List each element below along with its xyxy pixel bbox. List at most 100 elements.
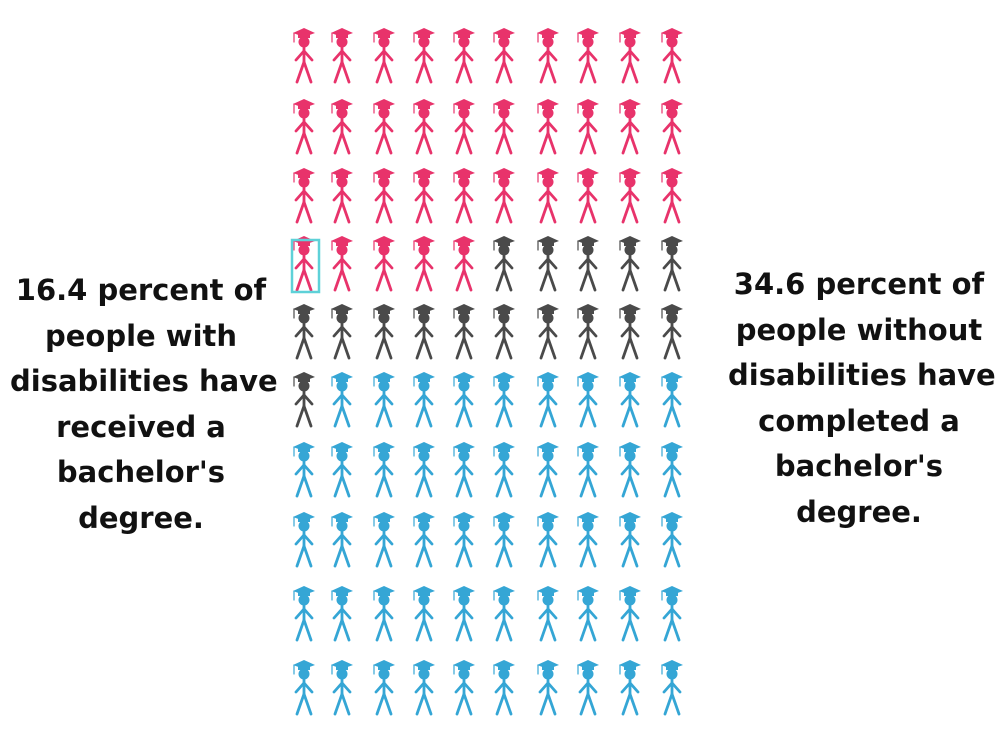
graduate-figure-15	[453, 99, 475, 155]
caption-right-line-6: degree.	[796, 494, 922, 529]
caption-left-line-3: disabilities have	[10, 364, 278, 398]
graduate-figure-29	[619, 168, 641, 224]
graduate-figure-55	[453, 372, 475, 428]
graduate-figure-58	[577, 372, 599, 428]
caption-right-line-2: people without	[735, 312, 983, 347]
graduate-figure-20	[661, 99, 683, 155]
graduate-figure-68	[577, 442, 599, 498]
graduate-figure-57	[537, 372, 559, 428]
graduate-figure-50	[661, 304, 683, 360]
graduate-figure-46	[493, 304, 515, 360]
graduate-figure-40	[661, 236, 683, 292]
graduate-figure-79	[619, 512, 641, 568]
graduate-figure-59	[619, 372, 641, 428]
caption-left-line-2: people with	[44, 318, 238, 353]
graduate-figure-18	[577, 99, 599, 155]
graduate-figure-26	[493, 168, 515, 224]
graduate-figure-86	[493, 586, 515, 642]
graduate-figure-49	[619, 304, 641, 360]
graduate-figure-34	[413, 236, 435, 292]
graduate-figure-56	[493, 372, 515, 428]
graduate-figure-28	[577, 168, 599, 224]
graduate-figure-96	[493, 660, 515, 716]
graduate-figure-93	[373, 660, 395, 716]
graduate-figure-23	[373, 168, 395, 224]
graduate-figure-8	[577, 28, 599, 84]
graduate-figure-98	[577, 660, 599, 716]
graduate-figure-47	[537, 304, 559, 360]
graduate-figure-88	[577, 586, 599, 642]
graduate-figure-48	[577, 304, 599, 360]
graduate-figure-83	[373, 586, 395, 642]
graduate-figure-36	[493, 236, 515, 292]
graduate-figure-2	[331, 28, 353, 84]
graduate-figure-33	[373, 236, 395, 292]
graduate-figure-85	[453, 586, 475, 642]
graduate-figure-66	[493, 442, 515, 498]
graduate-figure-75	[453, 512, 475, 568]
caption-right: 34.6 percent of people without disabilit…	[728, 262, 996, 535]
graduate-figure-6	[493, 28, 515, 84]
graduate-figure-10	[661, 28, 683, 84]
graduate-figure-71	[293, 512, 315, 568]
graduate-figure-52	[331, 372, 353, 428]
graduate-figure-16	[493, 99, 515, 155]
graduate-figure-100	[661, 660, 683, 716]
caption-left-line-1: 16.4 percent of	[15, 273, 267, 307]
graduate-figure-38	[577, 236, 599, 292]
graduate-figure-32	[331, 236, 353, 292]
graduate-figure-9	[619, 28, 641, 84]
graduate-figure-37	[537, 236, 559, 292]
graduate-figure-30	[661, 168, 683, 224]
graduate-figure-67	[537, 442, 559, 498]
graduate-figure-4	[413, 28, 435, 84]
graduate-figure-74	[413, 512, 435, 568]
graduate-figure-60	[661, 372, 683, 428]
graduate-figure-99	[619, 660, 641, 716]
caption-right-line-5: bachelor's	[774, 449, 944, 483]
graduate-figure-51	[293, 372, 315, 428]
graduate-figure-91	[293, 660, 315, 716]
graduate-figure-89	[619, 586, 641, 642]
graduate-figure-90	[661, 586, 683, 642]
graduate-figure-31	[293, 236, 315, 292]
graduate-figure-5	[453, 28, 475, 84]
graduate-figure-70	[661, 442, 683, 498]
graduate-figure-27	[537, 168, 559, 224]
graduate-figure-35	[453, 236, 475, 292]
graduate-figure-13	[373, 99, 395, 155]
graduate-figure-82	[331, 586, 353, 642]
caption-right-line-4: completed a	[758, 403, 960, 438]
graduate-figure-45	[453, 304, 475, 360]
graduate-figure-61	[293, 442, 315, 498]
graduate-figure-95	[453, 660, 475, 716]
graduate-figure-39	[619, 236, 641, 292]
graduate-figure-22	[331, 168, 353, 224]
highlight-box	[290, 238, 321, 294]
graduate-figure-62	[331, 442, 353, 498]
graduate-figure-25	[453, 168, 475, 224]
graduate-figure-87	[537, 586, 559, 642]
graduate-figure-21	[293, 168, 315, 224]
caption-left: 16.4 percent of people with disabilities…	[10, 268, 278, 541]
graduate-figure-14	[413, 99, 435, 155]
graduate-figure-94	[413, 660, 435, 716]
graduate-figure-64	[413, 442, 435, 498]
graduate-figure-65	[453, 442, 475, 498]
graduate-figure-76	[493, 512, 515, 568]
caption-left-line-6: degree.	[78, 500, 204, 535]
graduate-figure-7	[537, 28, 559, 84]
caption-left-line-5: bachelor's	[56, 455, 226, 489]
graduate-figure-19	[619, 99, 641, 155]
caption-right-line-1: 34.6 percent of	[733, 267, 985, 301]
graduate-figure-17	[537, 99, 559, 155]
graduate-figure-1	[293, 28, 315, 84]
caption-left-line-4: received a	[56, 409, 226, 444]
caption-right-line-3: disabilities have	[728, 358, 996, 392]
graduate-figure-42	[331, 304, 353, 360]
graduate-figure-84	[413, 586, 435, 642]
graduate-figure-77	[537, 512, 559, 568]
graduate-figure-97	[537, 660, 559, 716]
graduate-figure-24	[413, 168, 435, 224]
